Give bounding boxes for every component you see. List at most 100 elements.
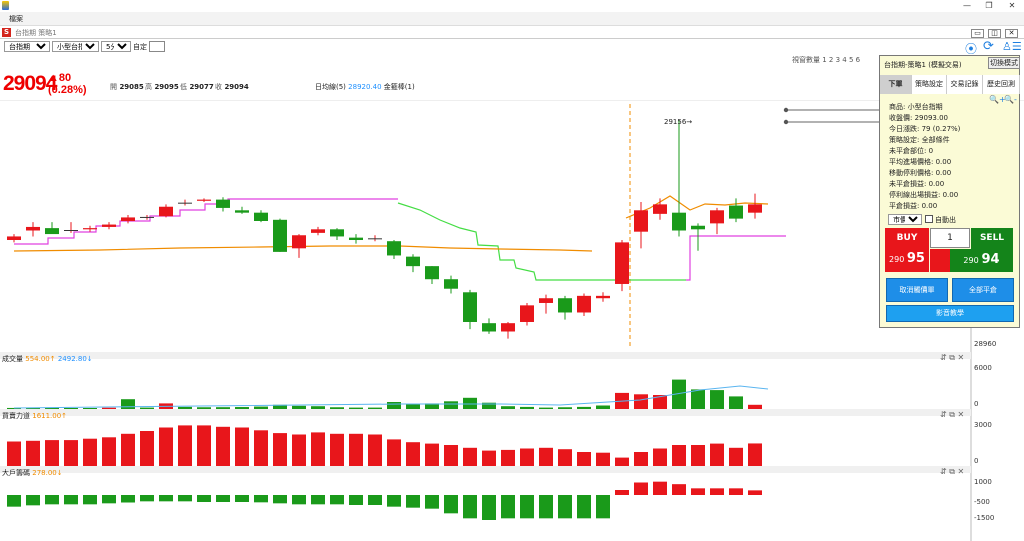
sell-button[interactable]: SELL 290 94 [950, 228, 1013, 272]
volume-bar [748, 404, 762, 409]
power-bar [83, 438, 97, 466]
stop-line-magenta [14, 198, 398, 245]
power-bar [463, 447, 477, 466]
whale-bar [7, 495, 21, 507]
whale-bar [159, 495, 173, 502]
product-select[interactable]: 台指期 [4, 41, 50, 52]
candle-body [710, 210, 724, 224]
sell-price: 290 94 [950, 249, 1013, 272]
whale-pane-tools-icon[interactable]: ⇵ ⧉ ✕ [940, 467, 965, 476]
child-close-icon[interactable]: ✕ [1005, 29, 1018, 38]
menu-file[interactable]: 檔案 [9, 15, 23, 23]
volume-bar [729, 396, 743, 409]
volume-bar [520, 406, 534, 409]
child-restore-icon[interactable]: ◫ [988, 29, 1001, 38]
whale-bar [254, 495, 268, 503]
close-stat: 收 29094 [215, 83, 249, 91]
power-bar [406, 442, 420, 466]
auto-exit-label: 自動出 [935, 216, 956, 224]
zoom-out-icon[interactable]: 🔍- [1004, 95, 1017, 104]
candle-body [83, 228, 97, 230]
whale-bar [140, 495, 154, 502]
power-pane-tools-icon[interactable]: ⇵ ⧉ ✕ [940, 410, 965, 419]
video-tutorial-button[interactable]: 影音教學 [886, 305, 1014, 322]
switch-mode-button[interactable]: 切換模式 [988, 57, 1020, 69]
whale-bar [121, 495, 135, 503]
tab-backtest[interactable]: 歷史回測 [983, 75, 1020, 94]
volume-ma-line [13, 385, 769, 409]
volume-bar [710, 390, 724, 409]
whale-bar [178, 495, 192, 502]
custom-input[interactable] [149, 41, 165, 52]
order-type-select[interactable]: 市價單 [888, 214, 922, 225]
candle-body [615, 242, 629, 284]
candle-body [7, 236, 21, 241]
whale-bar [102, 495, 116, 504]
volume-pane-tools-icon[interactable]: ⇵ ⧉ ✕ [940, 353, 965, 362]
volume-bar [197, 407, 211, 409]
tab-trade-records[interactable]: 交易記錄 [947, 75, 983, 94]
high-stat: 高 29095 [145, 83, 179, 91]
power-bar [577, 452, 591, 466]
whale-bar [26, 495, 40, 506]
volume-bar [672, 379, 686, 409]
user-settings-icon[interactable]: ♙☰ [1002, 40, 1022, 53]
candle-body [482, 323, 496, 332]
candle-body [444, 279, 458, 289]
power-bar [710, 443, 724, 466]
whale-bar [368, 495, 382, 505]
power-bar [102, 437, 116, 466]
power-bar [26, 440, 40, 466]
volume-bar [216, 407, 230, 409]
volume-bar [596, 405, 610, 409]
power-bar [216, 426, 230, 466]
power-pane-header [0, 409, 971, 416]
whale-bar [406, 495, 420, 508]
power-bar [235, 427, 249, 466]
minimize-icon[interactable]: — [963, 1, 971, 10]
maximize-icon[interactable]: ❐ [985, 1, 993, 10]
signal-icon[interactable]: ⦿ [965, 42, 978, 56]
candle-body [197, 199, 211, 201]
child-minimize-icon[interactable]: ▭ [971, 29, 984, 38]
volume-bar [330, 407, 344, 409]
whale-bar [64, 495, 78, 505]
low-stat: 低 29077 [180, 83, 214, 91]
candle-body [102, 224, 116, 227]
candle-body [292, 235, 306, 249]
volume-bar [311, 406, 325, 409]
tab-order[interactable]: 下單 [880, 75, 912, 94]
power-bar [729, 447, 743, 466]
volume-bar [349, 407, 363, 409]
quantity-input[interactable]: 1 [930, 228, 970, 248]
info-product: 商品: 小型台指期 [889, 103, 943, 111]
volume-bar [501, 406, 515, 409]
whale-bar [539, 495, 553, 519]
whale-bar [710, 488, 724, 495]
buy-button[interactable]: BUY 290 95 [885, 228, 929, 272]
interval-select[interactable]: 5分K [101, 41, 131, 52]
whale-bar [501, 495, 515, 519]
cancel-trigger-order-button[interactable]: 取消觸價單 [886, 278, 948, 302]
axis-label-power-top: 3000 [974, 421, 992, 429]
zoom-in-icon[interactable]: 🔍+ [989, 95, 1006, 104]
refresh-icon[interactable]: ⟳ [983, 39, 994, 54]
power-bar [349, 433, 363, 466]
auto-exit-checkbox[interactable] [925, 215, 933, 223]
close-icon[interactable]: ✕ [1008, 1, 1016, 10]
contract-select[interactable]: 小型台指期 [52, 41, 99, 52]
candle-body [159, 206, 173, 217]
whale-bar [615, 490, 629, 495]
close-all-button[interactable]: 全部平倉 [952, 278, 1014, 302]
window-count-label[interactable]: 視窗數量 1 2 3 4 5 6 [792, 56, 861, 64]
power-bar [64, 440, 78, 466]
power-bar [45, 440, 59, 466]
tab-strategy-settings[interactable]: 策略設定 [912, 75, 947, 94]
volume-bar [577, 406, 591, 409]
price-chart[interactable] [0, 100, 1024, 541]
open-stat: 開 29085 [110, 83, 144, 91]
candle-body [634, 210, 648, 232]
power-bar [444, 445, 458, 466]
volume-bar [539, 407, 553, 409]
volume-bar [482, 402, 496, 409]
